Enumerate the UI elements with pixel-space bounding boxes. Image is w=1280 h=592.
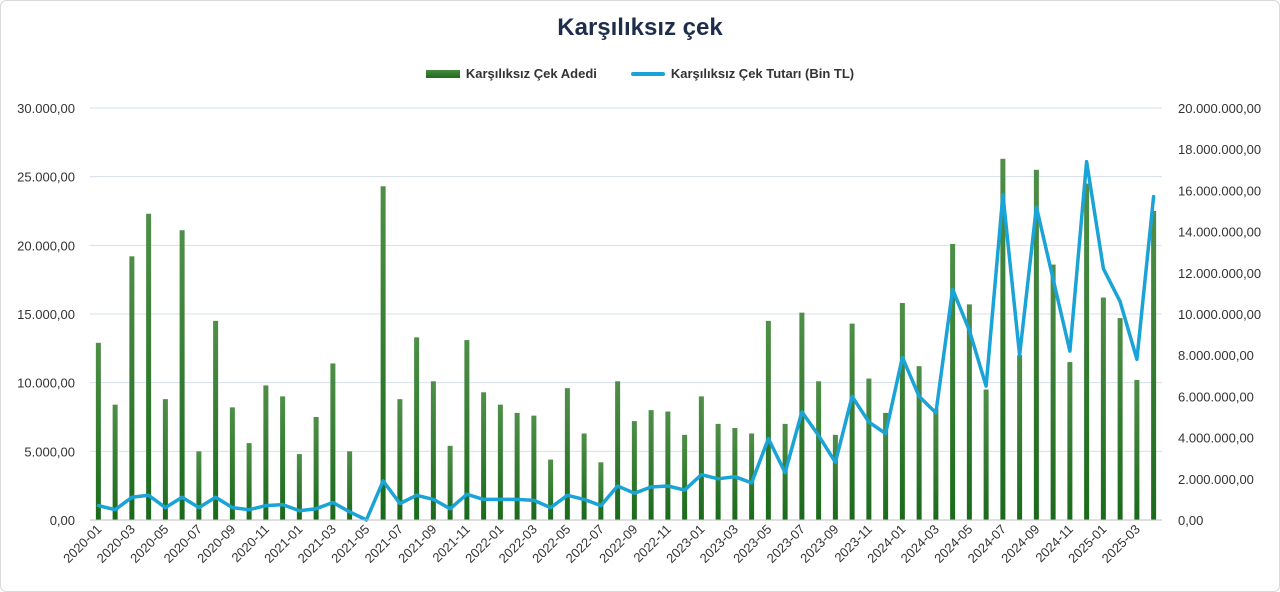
bar [246, 443, 252, 520]
bar [430, 381, 436, 520]
y-right-tick-label: 8.000.000,00 [1178, 348, 1254, 363]
bar [213, 320, 219, 520]
bar [883, 412, 889, 520]
series-line [96, 159, 1156, 522]
bar [280, 396, 286, 520]
y-right-tick-label: 18.000.000,00 [1178, 142, 1261, 157]
gridlines [90, 107, 1162, 521]
bar [564, 388, 570, 520]
legend-item-bars: Karşılıksız Çek Adedi [425, 66, 597, 81]
bar [983, 389, 989, 520]
y-right-tick-label: 16.000.000,00 [1178, 183, 1261, 198]
bar [682, 434, 688, 520]
bar [866, 378, 872, 520]
bar [531, 415, 537, 520]
bar [514, 412, 520, 520]
bar [1067, 362, 1073, 520]
bar [1100, 297, 1106, 520]
bar [615, 381, 621, 520]
y-right-tick-label: 0,00 [1178, 513, 1203, 528]
bar [129, 256, 135, 520]
bar [548, 459, 554, 520]
bar [849, 323, 855, 520]
bar-series [95, 158, 1157, 521]
chart-legend: Karşılıksız Çek Adedi Karşılıksız Çek Tu… [0, 66, 1280, 81]
bar [263, 385, 269, 520]
bar [816, 381, 822, 520]
y-left-tick-label: 0,00 [50, 513, 75, 528]
bar [631, 421, 637, 520]
y-right-tick-label: 12.000.000,00 [1178, 266, 1261, 281]
y-right-tick-label: 4.000.000,00 [1178, 431, 1254, 446]
bar [380, 186, 386, 520]
bar [397, 399, 403, 520]
bar [966, 304, 972, 520]
bar [765, 320, 771, 520]
bar [832, 434, 838, 520]
bar [296, 454, 302, 520]
y-left-tick-label: 5.000,00 [24, 444, 75, 459]
bar [1033, 169, 1039, 521]
bar [698, 396, 704, 520]
bar [347, 451, 353, 520]
bar [665, 411, 671, 520]
bar [950, 243, 956, 520]
legend-line-swatch [630, 71, 665, 76]
legend-line-label: Karşılıksız Çek Tutarı (Bin TL) [670, 66, 855, 81]
bar [196, 451, 202, 520]
y-left-tick-label: 25.000,00 [17, 170, 75, 185]
bar [146, 213, 152, 520]
legend-item-line: Karşılıksız Çek Tutarı (Bin TL) [630, 66, 855, 81]
y-right-tick-label: 20.000.000,00 [1178, 101, 1261, 116]
y-left-tick-label: 10.000,00 [17, 376, 75, 391]
bar [481, 392, 487, 520]
bar [162, 399, 168, 520]
bar [1117, 318, 1123, 520]
bar [1084, 183, 1090, 521]
bar [899, 303, 905, 520]
y-left-tick-label: 30.000,00 [17, 101, 75, 116]
bar [749, 433, 755, 520]
bar [464, 340, 470, 520]
y-axis-left: 0,00 5.000,00 10.000,00 15.000,00 20.000,00 2… [17, 101, 75, 528]
bar [330, 363, 336, 520]
y-left-tick-label: 15.000,00 [17, 307, 75, 322]
chart-title: Karşılıksız çek [557, 14, 723, 41]
bar [581, 433, 587, 520]
bar [933, 408, 939, 520]
bar [229, 407, 235, 520]
bar [95, 342, 101, 520]
bar [715, 423, 721, 520]
bar [313, 417, 319, 520]
bar [1134, 379, 1140, 520]
bar [1000, 158, 1006, 520]
line-series [96, 159, 1156, 522]
x-axis: 2020-012020-032020-052020-072020-092020-… [60, 519, 1162, 566]
bar [598, 462, 604, 520]
bar [732, 427, 738, 520]
bar [1017, 355, 1023, 520]
bar [648, 410, 654, 520]
y-right-tick-label: 10.000.000,00 [1178, 307, 1261, 322]
bar [1050, 264, 1056, 520]
y-right-tick-label: 2.000.000,00 [1178, 472, 1254, 487]
bar [112, 404, 118, 520]
y-right-tick-label: 14.000.000,00 [1178, 225, 1261, 240]
y-right-tick-label: 6.000.000,00 [1178, 389, 1254, 404]
y-left-tick-label: 20.000,00 [17, 238, 75, 253]
bar [916, 366, 922, 520]
bar [414, 337, 420, 520]
y-axis-right: 0,00 2.000.000,00 4.000.000,00 6.000.000,00… [1178, 101, 1261, 528]
bar [447, 445, 453, 520]
legend-bar-label: Karşılıksız Çek Adedi [465, 66, 597, 81]
legend-bar-swatch [425, 69, 460, 78]
bar [1151, 211, 1157, 520]
bar [497, 404, 503, 520]
bar [179, 230, 185, 520]
